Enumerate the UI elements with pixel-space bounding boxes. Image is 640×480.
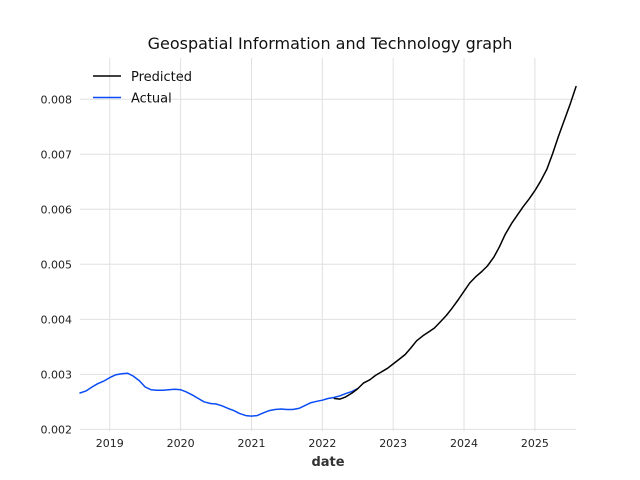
series-line-actual <box>79 372 359 417</box>
y-tick-label: 0.002 <box>41 423 73 436</box>
x-tick-label: 2024 <box>450 437 478 450</box>
y-tick-label: 0.005 <box>41 258 73 271</box>
x-axis-title: date <box>311 455 344 470</box>
y-tick-label: 0.007 <box>41 148 73 161</box>
x-tick-label: 2023 <box>379 437 407 450</box>
x-tick-label: 2022 <box>308 437 336 450</box>
x-tick-label: 2019 <box>96 437 124 450</box>
y-tick-label: 0.006 <box>41 203 73 216</box>
x-tick-label: 2021 <box>237 437 265 450</box>
x-tick-label: 2020 <box>167 437 195 450</box>
y-tick-label: 0.003 <box>41 368 73 381</box>
legend-label-actual: Actual <box>131 92 172 107</box>
y-tick-label: 0.008 <box>41 93 73 106</box>
y-axis-ticks: 0.002 0.003 0.004 0.005 0.006 0.007 0.008 <box>41 93 73 436</box>
legend-label-predicted: Predicted <box>131 70 192 85</box>
grid <box>80 58 576 431</box>
series-line-predicted <box>333 85 577 400</box>
legend: Predicted Actual <box>93 70 192 107</box>
chart-title: Geospatial Information and Technology gr… <box>148 34 513 53</box>
y-tick-label: 0.004 <box>41 313 73 326</box>
x-tick-label: 2025 <box>521 437 549 450</box>
series-lines <box>79 85 577 417</box>
x-axis-ticks: 2019 2020 2021 2022 2023 2024 2025 <box>96 437 549 450</box>
